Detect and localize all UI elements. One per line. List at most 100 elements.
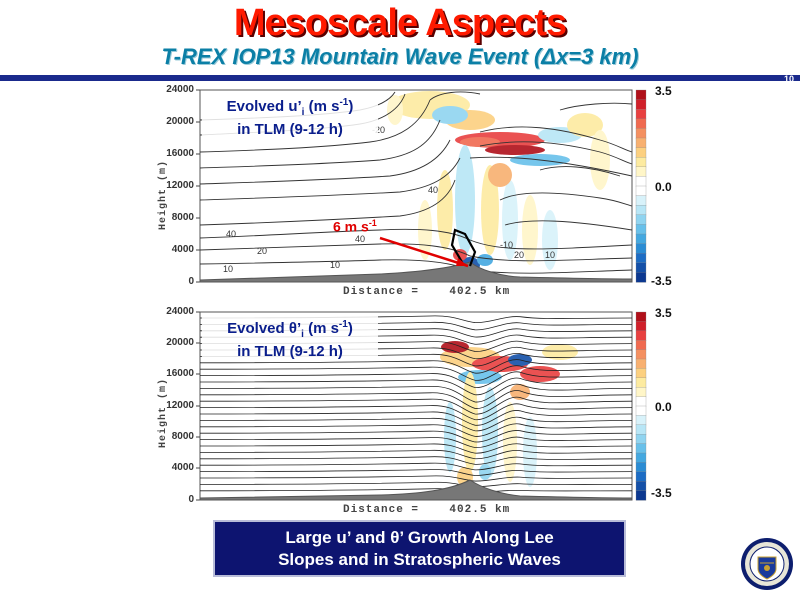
colorbar-swatch [635,185,647,197]
colorbar-swatch [635,490,647,501]
isentrope-line [199,449,633,460]
bottom-colorbar-min: -3.5 [651,486,672,500]
page-number: 10 [783,74,794,84]
colorbar-swatch [635,205,647,216]
colorbar-swatch [635,405,647,416]
colorbar-swatch [635,233,647,245]
contour-label: 10 [330,260,340,270]
slide-title: Mesoscale Aspects [233,2,567,44]
top-annotation-arrow [379,236,469,268]
top-y-axis-title: Height (m) [158,159,169,230]
callout-line-2: Slopes and in Stratospheric Waves [278,550,561,569]
colorbar-swatch [635,262,647,273]
colorbar-swatch [635,128,647,139]
isentrope-line [199,410,633,426]
colorbar-swatch [635,481,647,492]
contour-label: 20 [257,246,267,256]
top-wave-outline [450,228,477,267]
top-colorbar-mid: 0.0 [655,180,672,194]
bottom-panel-label: Evolved θ’i (m s-1) in TLM (9-12 h) [202,316,378,360]
colorbar-swatch [635,368,647,379]
isentrope-line [199,469,633,476]
isentrope-line [199,371,633,388]
bottom-terrain [199,479,633,501]
isentrope-line [199,365,633,381]
colorbar-swatch [635,253,647,264]
isentrope-line [199,390,633,409]
colorbar-swatch [635,147,647,158]
bottom-distance-label: Distance = 402.5 km [343,504,511,516]
isentrope-line [199,383,633,403]
isentrope-line [199,403,633,421]
colorbar-swatch [635,214,647,225]
colorbar-swatch [635,396,647,407]
contour-label: 10 [223,264,233,274]
top-colorbar-max: 3.5 [655,84,672,98]
colorbar-swatch [635,377,647,388]
colorbar-swatch [635,387,647,398]
colorbar-swatch [635,311,647,322]
isentrope-line [199,430,633,443]
top-y-axis-ticks [196,89,200,283]
contour-label: 40 [355,234,365,244]
colorbar-swatch [635,340,647,351]
colorbar-swatch [635,137,647,149]
colorbar-swatch [635,99,647,110]
callout-line-1: Large u’ and θ’ Growth Along Lee [285,528,554,547]
isentrope-line [199,462,633,471]
colorbar-swatch [635,443,647,454]
isentrope-line [199,423,633,437]
y-tick: 8000 [171,431,194,442]
isentrope-line [199,377,633,396]
colorbar-swatch [635,272,647,283]
bottom-isentrope-contours [199,315,633,493]
colorbar-swatch [635,415,647,426]
y-tick: 24000 [166,306,194,317]
conclusion-callout: Large u’ and θ’ Growth Along Lee Slopes … [213,520,626,577]
colorbar-swatch [635,452,647,463]
top-terrain [199,261,633,283]
contour-label: -10 [500,240,513,250]
y-tick: 12000 [166,180,194,191]
y-tick: 16000 [166,368,194,379]
top-u-perturbation-field [387,91,610,273]
colorbar-swatch [635,109,647,120]
top-distance-label: Distance = 402.5 km [343,286,511,298]
top-colorbar [635,89,647,283]
colorbar-swatch [635,330,647,341]
colorbar-swatch [635,471,647,482]
contour-label: -20 [372,125,385,135]
colorbar-swatch [635,321,647,332]
colorbar-swatch [635,434,647,445]
colorbar-swatch [635,195,647,206]
y-tick: 4000 [171,244,194,255]
y-tick: 8000 [171,212,194,223]
colorbar-swatch [635,157,647,168]
bottom-plot-panel: 24000 20000 16000 12000 8000 4000 0 Heig… [0,302,800,520]
y-tick: 20000 [166,116,194,127]
isentrope-line [199,436,633,448]
bottom-y-axis-ticks [196,311,200,501]
top-plot-panel: -20 40 40 40 20 20 10 10 -10 10 24000 20… [0,80,800,302]
isentrope-line [199,443,633,454]
contour-label: 40 [428,185,438,195]
header-rule [0,75,800,81]
top-plot-svg: -20 40 40 40 20 20 10 10 -10 10 [196,89,647,283]
isentrope-line [199,359,633,374]
isentrope-line [199,396,633,415]
colorbar-swatch [635,166,647,177]
colorbar-swatch [635,462,647,473]
colorbar-swatch [635,358,647,369]
y-tick: 12000 [166,400,194,411]
bottom-colorbar-mid: 0.0 [655,400,672,414]
bottom-colorbar [635,311,647,501]
colorbar-swatch [635,176,647,187]
top-colorbar-min: -3.5 [651,274,672,288]
isentrope-line [199,416,633,432]
isentrope-line [199,456,633,465]
university-seal-logo [741,538,793,590]
colorbar-swatch [635,349,647,360]
colorbar-swatch [635,224,647,235]
y-tick: 0 [188,494,194,505]
bottom-colorbar-max: 3.5 [655,306,672,320]
